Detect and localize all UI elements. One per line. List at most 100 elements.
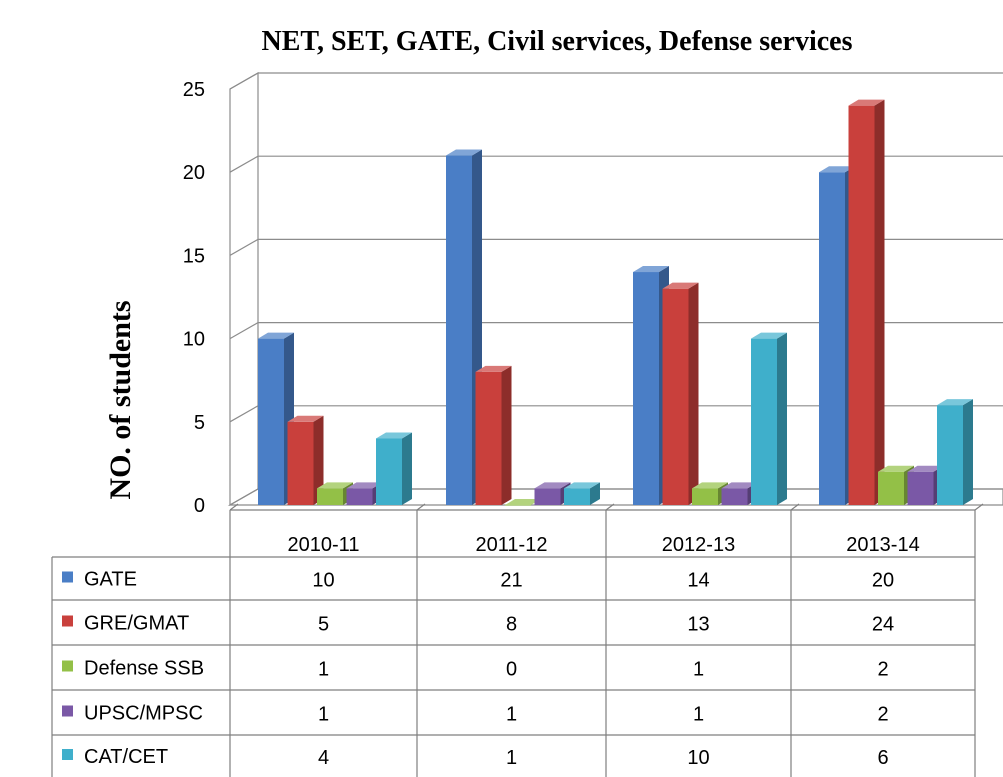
bar (937, 399, 973, 505)
bar-front (907, 471, 934, 505)
data-label: 1 (693, 704, 704, 726)
y-tick-label: 15 (183, 245, 205, 267)
data-label: 10 (687, 747, 709, 769)
bar-front (475, 371, 502, 505)
data-label: 24 (872, 614, 894, 636)
bar (751, 332, 787, 505)
bar-front (692, 488, 718, 505)
bar-top (878, 465, 914, 472)
y-tick-label: 25 (183, 79, 205, 101)
bar-top (662, 282, 699, 289)
data-label: 10 (312, 570, 334, 592)
bar-front (751, 338, 777, 505)
chart-title: NET, SET, GATE, Civil services, Defense … (261, 26, 852, 57)
gridline (229, 322, 1003, 340)
bar-side (963, 399, 973, 505)
axis-tick (790, 503, 800, 511)
legend-label: Defense SSB (84, 658, 204, 680)
bar (446, 149, 482, 505)
bar (258, 332, 294, 505)
bar-top (287, 415, 324, 422)
legend-label: UPSC/MPSC (84, 703, 203, 725)
bar-side (777, 332, 787, 505)
data-label: 6 (877, 747, 888, 769)
bar-front (721, 488, 748, 505)
bar-side (688, 282, 699, 505)
bar (564, 482, 600, 505)
bar-side (402, 432, 412, 505)
bar (662, 282, 699, 505)
bar-top (633, 266, 669, 273)
data-label: 21 (500, 570, 522, 592)
bar (287, 415, 324, 505)
gridline (229, 238, 1003, 256)
category-label: 2011-12 (476, 534, 548, 556)
data-label: 1 (506, 704, 517, 726)
data-label: 1 (506, 747, 517, 769)
bars (258, 99, 973, 506)
bar-top (475, 365, 512, 372)
side-wall (229, 71, 259, 507)
y-axis-label: NO. of students (104, 300, 137, 499)
bar-top (346, 482, 383, 489)
plot-walls (227, 71, 1003, 507)
y-tick-label: 20 (183, 162, 205, 184)
bar (475, 365, 512, 505)
bar (848, 99, 885, 505)
axis-tick (974, 503, 984, 511)
bar-front (376, 438, 402, 505)
legend-key (62, 660, 73, 672)
y-tick-label: 0 (194, 495, 205, 517)
bar-top (564, 482, 600, 489)
bar-top (848, 99, 885, 106)
y-tick-labels: 0 5 10 15 20 25 (183, 79, 205, 517)
bar-side (313, 415, 324, 505)
category-label: 2010-11 (288, 534, 360, 556)
data-label: 0 (506, 659, 517, 681)
bar-top (446, 149, 482, 156)
bar-top (721, 482, 758, 489)
bar-front (446, 155, 472, 505)
data-label: 13 (687, 614, 709, 636)
bar-front (937, 405, 963, 505)
data-label: 2 (877, 704, 888, 726)
bar-top (819, 166, 855, 173)
data-label: 1 (318, 704, 329, 726)
bar-front (848, 105, 875, 505)
bar-front (287, 421, 314, 505)
category-label: 2013-14 (846, 534, 919, 556)
bar-top (534, 482, 571, 489)
bar-top (258, 332, 294, 339)
bar-top (937, 399, 973, 406)
axis-tick (229, 503, 239, 511)
y-tick-label: 5 (194, 412, 205, 434)
gridline (229, 405, 1003, 423)
legend-key (62, 705, 73, 717)
data-label: 2 (877, 659, 888, 681)
legend-key (62, 571, 73, 583)
bar-side (590, 482, 600, 505)
gridlines (229, 72, 1003, 506)
bar-front (534, 488, 561, 505)
bar-top (692, 482, 728, 489)
bar-front (258, 338, 284, 505)
legend-key (62, 749, 73, 760)
data-label: 20 (872, 570, 894, 592)
bar-front (819, 172, 845, 505)
legend-label: CAT/CET (84, 746, 168, 768)
axis-tick (605, 503, 615, 511)
axis-tick (416, 503, 426, 511)
bar-side (501, 365, 512, 505)
bar (534, 482, 571, 505)
data-label: 14 (687, 570, 709, 592)
bar-front (505, 505, 531, 506)
bar-front (633, 272, 659, 505)
bar-side (874, 99, 885, 505)
bar-front (662, 288, 689, 505)
bar-top (505, 499, 541, 505)
bar-front (564, 488, 590, 505)
bar (376, 432, 412, 505)
y-tick-label: 10 (183, 329, 205, 351)
